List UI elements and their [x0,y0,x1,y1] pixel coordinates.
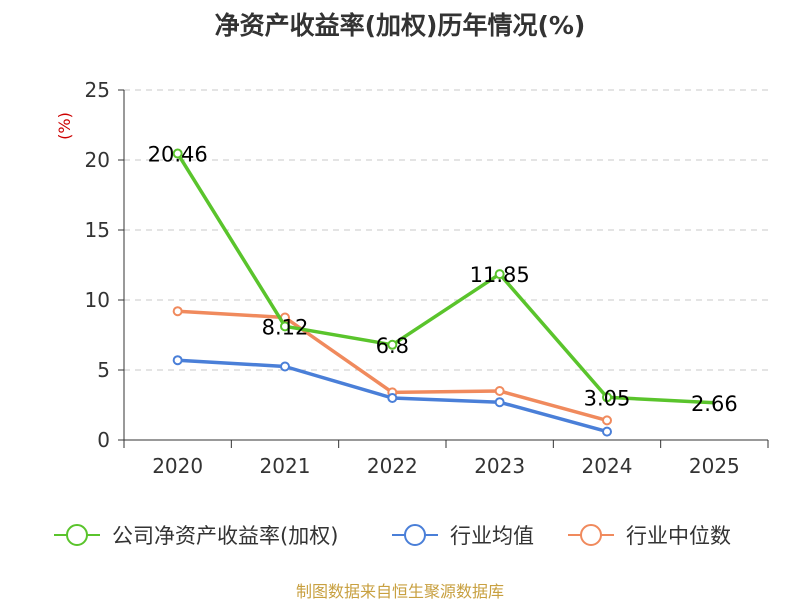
series-point [602,426,612,437]
x-tick-label: 2025 [689,454,740,478]
data-label: 8.12 [262,315,309,339]
legend-label: 行业中位数 [626,524,731,548]
legend-item[interactable]: 行业中位数 [566,520,731,550]
y-tick-label: 25 [85,78,110,102]
legend-item[interactable]: 行业均值 [390,520,534,550]
series-point [280,321,290,332]
legend: 公司净资产收益率(加权) 行业均值 行业中位数 [0,520,800,554]
x-tick-label: 2020 [152,454,203,478]
data-label: 3.05 [584,386,631,410]
series-point [602,415,612,426]
data-labels: 20.46 8.12 6.8 11.85 3.05 2.66 [148,143,738,416]
series-point [172,306,183,317]
grid-lines [124,89,768,371]
data-label: 6.8 [376,334,409,358]
data-label: 11.85 [470,263,530,287]
legend-label: 行业均值 [450,524,534,548]
series-point [494,397,505,408]
y-tick-label: 20 [85,148,110,172]
y-tick-label: 0 [97,428,110,452]
legend-label: 公司净资产收益率(加权) [112,524,339,548]
series-line [177,309,608,423]
series-point [387,393,398,403]
x-tick-label: 2024 [582,454,633,478]
y-tick-label: 10 [85,288,110,312]
x-tick-label: 2022 [367,454,418,478]
y-unit-label: (%) [55,112,74,140]
series-line [176,152,715,405]
series-point [387,339,398,350]
chart-title: 净资产收益率(加权)历年情况(%) [214,11,586,40]
legend-swatch-icon [568,524,614,546]
x-tick-label: 2021 [260,454,311,478]
legend-item[interactable]: 公司净资产收益率(加权) [52,520,338,550]
y-tick-label: 5 [97,358,110,382]
y-tick-label: 15 [85,218,110,242]
legend-swatch-icon [54,524,100,546]
x-tick-label: 2023 [474,454,525,478]
series-point [280,361,290,372]
series-point [172,148,183,159]
series-lines [172,148,715,437]
data-label: 20.46 [148,143,208,167]
series-point [172,355,183,366]
series-point [494,386,505,396]
data-label: 2.66 [691,392,738,416]
legend-swatch-icon [392,524,438,546]
series-point [602,392,612,403]
series-point [494,269,505,280]
footer-source: 制图数据来自恒生聚源数据库 [295,582,504,601]
